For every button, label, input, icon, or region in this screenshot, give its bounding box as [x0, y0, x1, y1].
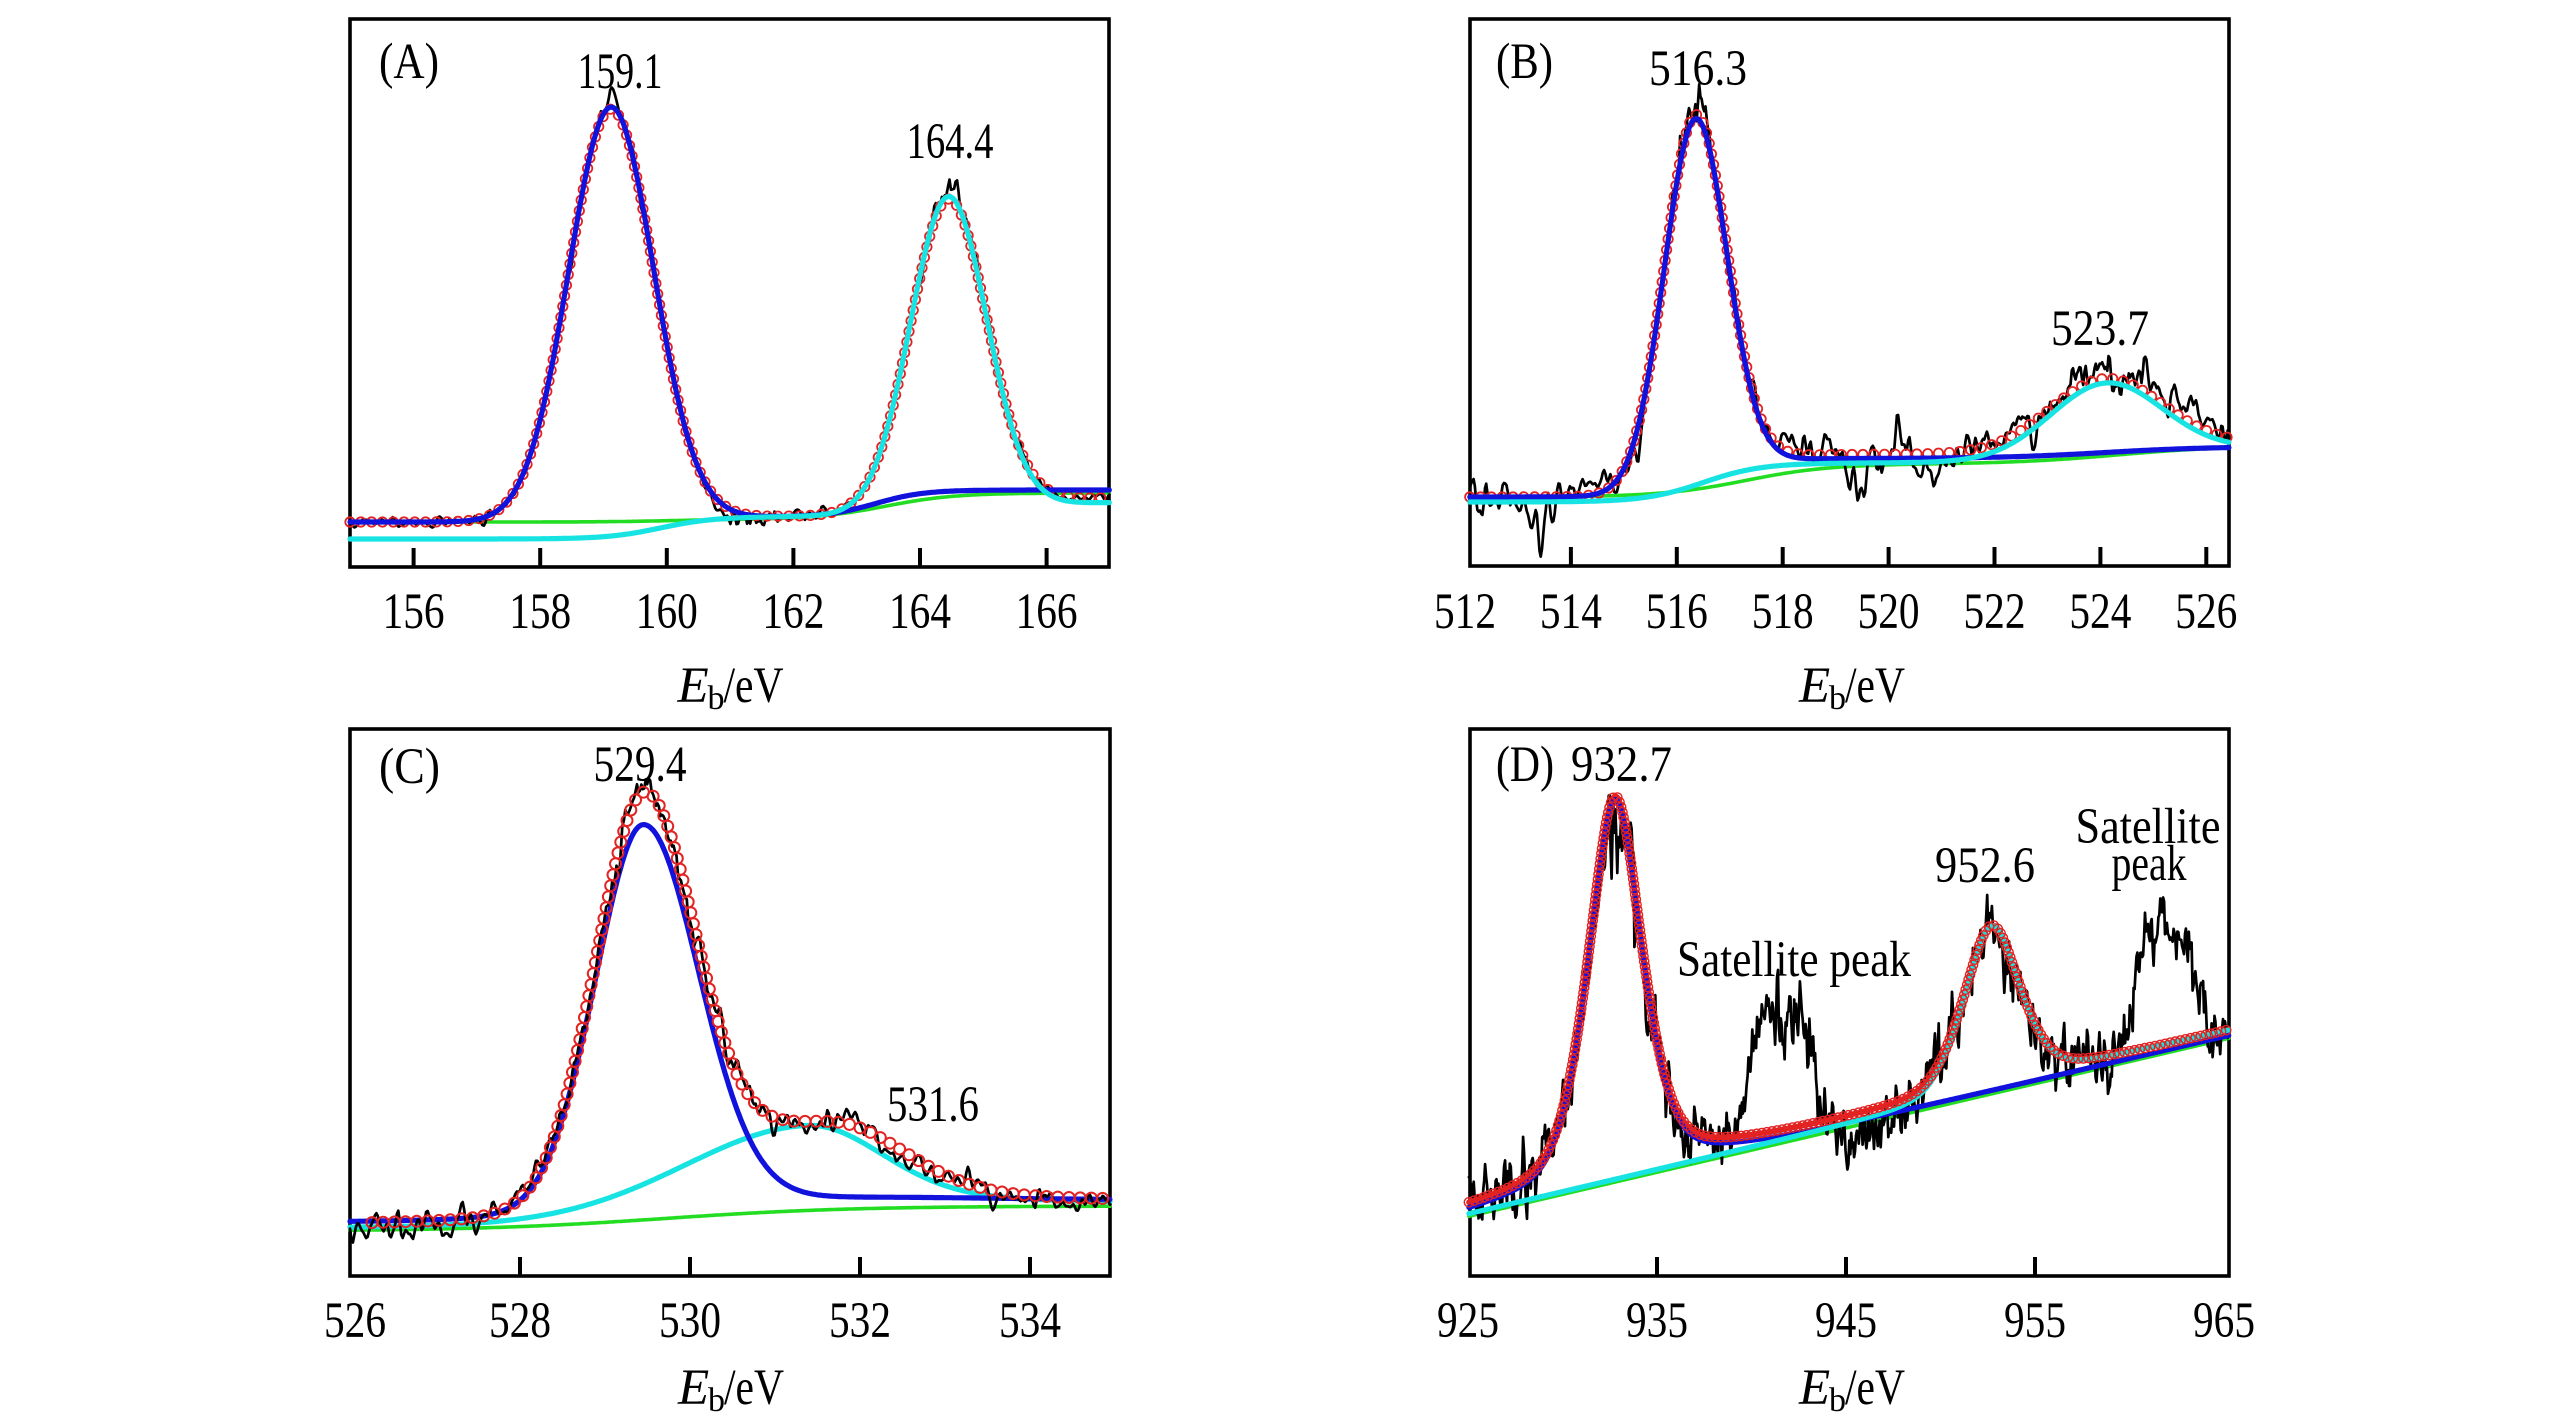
svg-text:E: E — [1798, 658, 1830, 714]
svg-text:955: 955 — [2004, 1293, 2066, 1349]
svg-text:935: 935 — [1626, 1293, 1688, 1349]
svg-text:522: 522 — [1964, 584, 2026, 640]
svg-text:531.6: 531.6 — [887, 1077, 979, 1133]
svg-text:532: 532 — [829, 1293, 891, 1349]
svg-text:932.7: 932.7 — [1571, 737, 1672, 793]
svg-text:peak: peak — [2112, 836, 2187, 892]
svg-text:529.4: 529.4 — [594, 737, 687, 793]
svg-text:524: 524 — [2069, 584, 2131, 640]
svg-text:(D): (D) — [1496, 737, 1554, 793]
svg-text:166: 166 — [1016, 584, 1078, 640]
svg-text:162: 162 — [762, 584, 824, 640]
svg-text:526: 526 — [2175, 584, 2237, 640]
svg-text:/eV: /eV — [724, 1360, 784, 1416]
svg-text:/eV: /eV — [1845, 658, 1905, 714]
svg-text:514: 514 — [1540, 584, 1602, 640]
svg-text:b: b — [1829, 680, 1846, 717]
svg-text:158: 158 — [509, 584, 571, 640]
svg-text:E: E — [677, 658, 709, 714]
svg-text:156: 156 — [383, 584, 445, 640]
svg-text:925: 925 — [1437, 1293, 1499, 1349]
svg-text:160: 160 — [636, 584, 698, 640]
svg-text:(C): (C) — [379, 739, 440, 795]
svg-text:512: 512 — [1434, 584, 1496, 640]
svg-text:530: 530 — [659, 1293, 721, 1349]
svg-text:Satellite: Satellite — [2076, 799, 2221, 855]
svg-text:523.7: 523.7 — [2051, 301, 2149, 357]
svg-text:(B): (B) — [1496, 34, 1553, 90]
svg-text:(A): (A) — [379, 34, 439, 90]
svg-text:164: 164 — [889, 584, 951, 640]
svg-text:528: 528 — [489, 1293, 551, 1349]
svg-text:b: b — [1829, 1382, 1846, 1417]
svg-text:952.6: 952.6 — [1935, 838, 2035, 894]
svg-text:516: 516 — [1646, 584, 1708, 640]
svg-text:965: 965 — [2193, 1293, 2255, 1349]
svg-text:E: E — [1798, 1360, 1830, 1416]
svg-text:526: 526 — [324, 1293, 386, 1349]
svg-text:E: E — [677, 1360, 709, 1416]
svg-text:945: 945 — [1815, 1293, 1877, 1349]
svg-text:164.4: 164.4 — [907, 114, 994, 170]
svg-text:/eV: /eV — [1845, 1360, 1905, 1416]
svg-text:/eV: /eV — [724, 658, 784, 714]
svg-text:b: b — [708, 680, 725, 717]
svg-text:159.1: 159.1 — [578, 44, 663, 100]
svg-text:b: b — [708, 1382, 725, 1417]
svg-text:518: 518 — [1752, 584, 1814, 640]
svg-text:520: 520 — [1858, 584, 1920, 640]
svg-text:Satellite peak: Satellite peak — [1677, 932, 1911, 988]
svg-text:534: 534 — [999, 1293, 1061, 1349]
